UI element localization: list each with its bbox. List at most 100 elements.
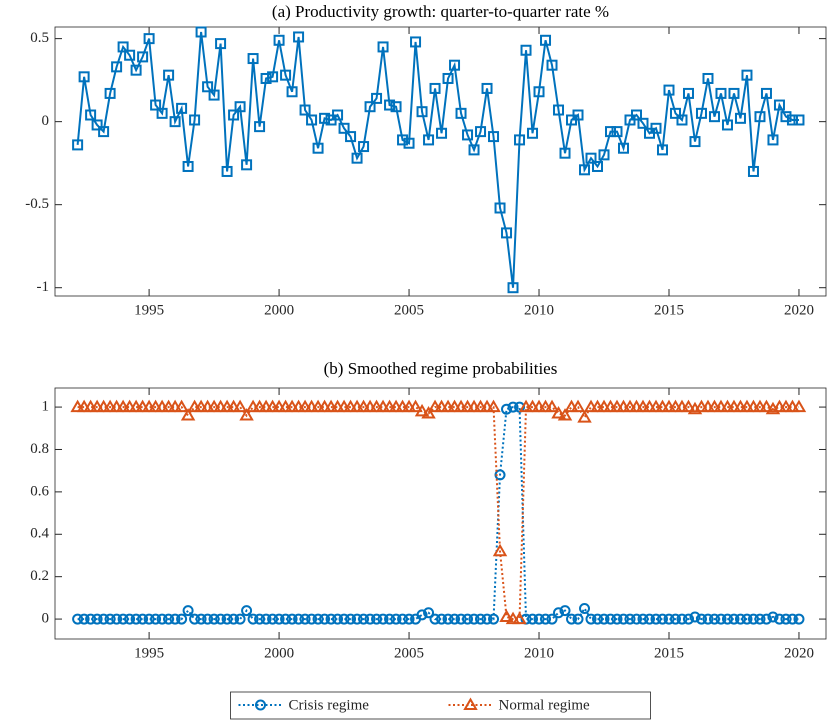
x-tick-label: 2010 [524,302,554,318]
data-point [221,613,233,625]
data-point [546,613,558,625]
data-point [232,399,248,413]
data-point [572,109,584,121]
data-point [663,613,675,625]
data-point [527,613,539,625]
data-point [695,613,707,625]
data-point [351,613,363,625]
x-tick-label: 2010 [524,645,554,661]
x-tick-label: 2020 [784,645,814,661]
data-point [182,605,194,617]
data-point [598,613,610,625]
data-point [414,403,430,417]
chart-title: (a) Productivity growth: quarter-to-quar… [272,2,609,21]
data-point [91,613,103,625]
data-point [512,611,527,625]
data-point [760,613,772,625]
data-point [630,613,642,625]
data-point [767,134,779,146]
data-point [85,613,97,625]
data-point [747,613,759,625]
data-point [137,613,149,625]
data-point [605,126,617,138]
data-point [345,613,357,625]
data-point [579,164,591,176]
data-point [455,613,467,625]
plot-area [54,387,827,640]
data-point [319,112,331,124]
data-point [793,114,805,126]
data-point [174,399,189,413]
data-point [520,44,532,56]
data-point [540,34,552,46]
data-point [85,109,97,121]
data-point [702,613,714,625]
data-point [455,107,467,119]
data-point [551,405,566,419]
data-point [436,127,448,139]
data-point [423,607,435,619]
data-point [267,71,279,83]
data-point [475,613,487,625]
data-point [208,613,220,625]
data-point [754,111,766,123]
data-point [150,99,162,111]
data-point [741,613,753,625]
data-point [650,613,662,625]
data-point [98,126,110,138]
data-point [715,613,727,625]
data-point [618,142,630,154]
plot-area [54,26,827,297]
data-point [202,81,214,93]
data-point [663,84,675,96]
data-point [156,613,168,625]
data-point [689,136,701,148]
data-point [377,41,389,53]
data-point [208,89,220,101]
data-point [442,613,454,625]
data-point [221,165,233,177]
data-point [358,613,370,625]
data-point [130,64,142,76]
data-point [630,109,642,121]
data-point [202,613,214,625]
data-point [403,613,415,625]
series-line [76,31,799,288]
data-point [176,613,188,625]
data-point [488,613,500,625]
data-point [260,613,272,625]
data-point [488,131,500,143]
data-point [462,129,474,141]
data-point [98,613,110,625]
legend [230,691,651,720]
data-point [215,613,227,625]
data-point [176,102,188,114]
data-point [507,401,519,413]
data-point [332,613,344,625]
data-point [286,86,298,98]
data-point [111,613,123,625]
data-point [117,41,129,53]
data-point [501,403,513,415]
data-point [247,613,259,625]
data-point [163,69,175,81]
data-point [228,613,240,625]
data-point [585,152,597,164]
legend-label: Normal regime [499,697,591,713]
x-tick-label: 2000 [264,645,294,661]
data-point [306,114,318,126]
data-point [760,87,772,99]
data-point [656,144,668,156]
data-point [390,613,402,625]
data-point [280,613,292,625]
data-point [169,613,181,625]
y-tick-label: 0 [42,611,50,627]
data-point [416,106,428,118]
data-point [241,605,253,617]
data-point [767,611,779,623]
data-point [786,114,798,126]
data-point [408,399,423,413]
data-point [421,405,436,419]
data-point [559,147,571,159]
